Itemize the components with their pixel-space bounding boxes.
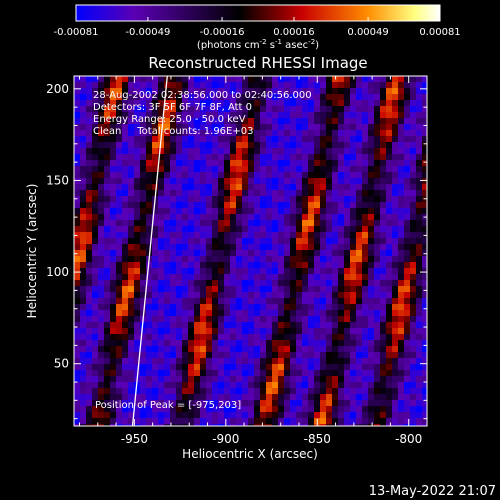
y-axis-label: Heliocentric Y (arcsec) [25,184,39,319]
annotation-energy-range: Energy Range: 25.0 - 50.0 keV [93,114,246,125]
y-tick-label: 200 [46,82,69,96]
colorbar [75,4,441,22]
x-tick-label: -850 [304,432,331,446]
solar-limb-line [131,76,168,426]
plot-frame [73,75,428,427]
colorbar-ticks: -0.00081 -0.00049 -0.00016 0.00016 0.00049 0.… [54,17,461,38]
chart-title: Reconstructed RHESSI Image [148,54,367,72]
footer-timestamp: 13-May-2022 21:07 [369,484,496,499]
x-tick-label: -900 [212,432,239,446]
colorbar-unit-label: (photons cm-2 s-1 asec-2) [197,38,319,51]
colorbar-tick-label: -0.00081 [54,27,99,38]
x-axis-label: Heliocentric X (arcsec) [182,447,318,461]
y-tick-label: 150 [46,173,69,187]
axis-ticks: -950 -900 -850 -800 50 100 150 200 [46,76,428,446]
colorbar-tick-label: 0.00016 [273,27,314,38]
annotation-clean-counts: Clean Total counts: 1.96E+03 [93,126,253,137]
y-tick-label: 50 [54,357,69,371]
colorbar-tick-label: 0.00049 [347,27,388,38]
y-tick-label: 100 [46,265,69,279]
x-tick-label: -950 [121,432,148,446]
heatmap-image [74,76,427,426]
x-tick-label: -800 [395,432,422,446]
annotation-detectors: Detectors: 3F 5F 6F 7F 8F, Att 0 [93,102,252,113]
colorbar-tick-label: 0.00081 [419,27,460,38]
colorbar-tick-label: -0.00049 [125,27,170,38]
annotation-time-range: 28-Aug-2002 02:38:56.000 to 02:40:56.000 [93,90,312,101]
peak-position-label: Position of Peak = [-975,203] [95,400,241,411]
colorbar-tick-label: -0.00016 [200,27,245,38]
